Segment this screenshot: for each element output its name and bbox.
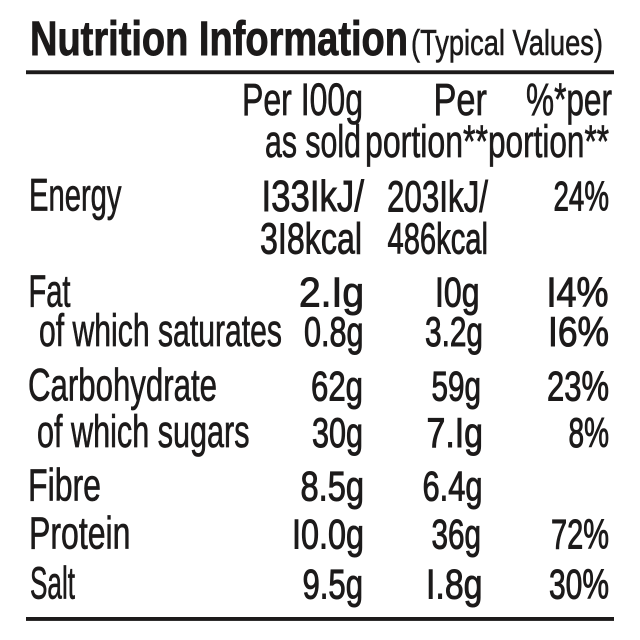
svg-text:as sold: as sold [265,116,361,167]
svg-text:9.5g: 9.5g [303,561,364,608]
svg-text:62g: 62g [311,363,363,410]
svg-text:portion**: portion** [488,116,609,167]
svg-text:Protein: Protein [29,508,131,559]
svg-text:59g: 59g [432,363,482,410]
svg-text:Per: Per [434,74,488,125]
svg-text:7.Ig: 7.Ig [427,409,484,456]
svg-text:203IkJ/: 203IkJ/ [387,173,489,222]
svg-text:I6%: I6% [548,308,609,355]
svg-text:2.Ig: 2.Ig [299,269,364,316]
svg-text:Fibre: Fibre [28,460,101,511]
svg-text:I33IkJ/: I33IkJ/ [262,172,365,221]
svg-text:23%: 23% [547,363,609,410]
svg-text:3.2g: 3.2g [425,308,483,355]
svg-text:30%: 30% [549,561,609,608]
svg-text:30g: 30g [312,409,363,456]
svg-text:Energy: Energy [29,170,122,221]
svg-text:I0.0g: I0.0g [292,511,364,558]
svg-text:6.4g: 6.4g [423,463,483,510]
svg-text:(Typical Values): (Typical Values) [411,22,603,63]
svg-text:I0g: I0g [435,269,480,316]
svg-text:Fat: Fat [29,266,71,317]
svg-text:8.5g: 8.5g [301,463,365,510]
svg-text:I.8g: I.8g [426,561,483,608]
svg-text:%*per: %*per [526,74,612,125]
svg-text:36g: 36g [432,511,482,558]
svg-text:3I8kcal: 3I8kcal [260,215,362,264]
svg-text:I4%: I4% [547,269,609,316]
svg-text:8%: 8% [569,409,610,456]
svg-text:486kcal: 486kcal [388,215,489,264]
svg-text:of which sugars: of which sugars [37,406,249,457]
svg-text:Salt: Salt [30,558,75,609]
svg-text:24%: 24% [554,173,610,220]
svg-text:0.8g: 0.8g [304,308,364,355]
svg-text:portion**: portion** [365,116,488,167]
svg-text:72%: 72% [551,511,609,558]
svg-text:Per I00g: Per I00g [242,74,363,125]
svg-text:Nutrition Information: Nutrition Information [30,13,408,66]
svg-text:of which saturates: of which saturates [39,305,282,356]
svg-text:Carbohydrate: Carbohydrate [28,360,217,411]
